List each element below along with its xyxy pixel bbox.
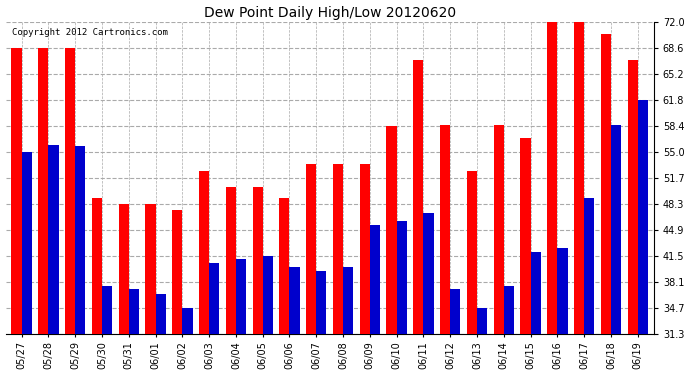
Bar (38, 48, 48, 334)
Bar (92, 198, 102, 334)
Bar (172, 210, 182, 334)
Bar (209, 263, 219, 334)
Bar (450, 288, 460, 334)
Bar (359, 164, 370, 334)
Bar (477, 308, 487, 334)
Bar (547, 10, 558, 334)
Bar (306, 164, 316, 334)
Bar (119, 204, 129, 334)
Bar (584, 198, 594, 334)
Bar (520, 138, 531, 334)
Title: Dew Point Daily High/Low 20120620: Dew Point Daily High/Low 20120620 (204, 6, 455, 20)
Bar (316, 271, 326, 334)
Bar (226, 187, 236, 334)
Bar (413, 60, 424, 334)
Bar (263, 256, 273, 334)
Bar (253, 187, 263, 334)
Bar (386, 126, 397, 334)
Bar (424, 213, 433, 334)
Bar (531, 252, 541, 334)
Bar (333, 164, 343, 334)
Bar (440, 126, 450, 334)
Bar (129, 288, 139, 334)
Bar (290, 267, 299, 334)
Bar (75, 146, 86, 334)
Bar (493, 126, 504, 334)
Bar (601, 34, 611, 334)
Bar (102, 286, 112, 334)
Bar (397, 221, 407, 334)
Bar (627, 60, 638, 334)
Bar (199, 171, 209, 334)
Bar (343, 267, 353, 334)
Bar (370, 225, 380, 334)
Bar (48, 145, 59, 334)
Text: Copyright 2012 Cartronics.com: Copyright 2012 Cartronics.com (12, 28, 168, 38)
Bar (279, 198, 290, 334)
Bar (236, 260, 246, 334)
Bar (155, 294, 166, 334)
Bar (558, 248, 568, 334)
Bar (504, 286, 514, 334)
Bar (467, 171, 477, 334)
Bar (182, 308, 193, 334)
Bar (21, 152, 32, 334)
Bar (12, 48, 21, 334)
Bar (611, 126, 621, 334)
Bar (65, 48, 75, 334)
Bar (638, 100, 648, 334)
Bar (574, 10, 584, 334)
Bar (146, 204, 155, 334)
